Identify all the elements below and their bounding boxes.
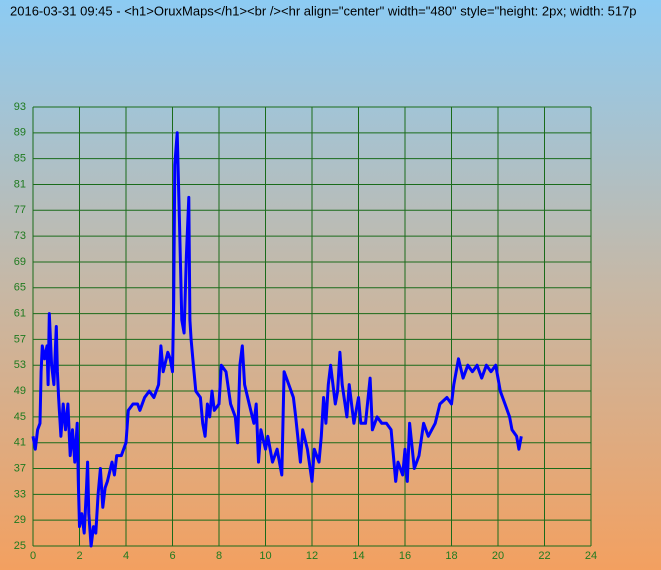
y-tick-label: 81 xyxy=(14,178,26,190)
x-tick-label: 20 xyxy=(492,550,504,562)
x-tick-label: 0 xyxy=(30,550,36,562)
y-tick-label: 77 xyxy=(14,204,26,216)
y-tick-label: 69 xyxy=(14,256,26,268)
y-tick-label: 25 xyxy=(14,540,26,552)
x-tick-label: 12 xyxy=(306,550,318,562)
y-tick-label: 93 xyxy=(14,101,26,113)
y-tick-label: 57 xyxy=(14,333,26,345)
data-line xyxy=(31,131,523,548)
y-tick-label: 73 xyxy=(14,230,26,242)
x-tick-label: 14 xyxy=(352,550,364,562)
y-tick-label: 29 xyxy=(14,514,26,526)
y-tick-label: 61 xyxy=(14,307,26,319)
y-tick-label: 45 xyxy=(14,411,26,423)
y-tick-label: 85 xyxy=(14,153,26,165)
x-tick-label: 24 xyxy=(585,550,597,562)
chart-title: 2016-03-31 09:45 - <h1>OruxMaps</h1><br … xyxy=(10,3,637,18)
x-tick-label: 16 xyxy=(399,550,411,562)
y-tick-label: 89 xyxy=(14,127,26,139)
y-tick-label: 37 xyxy=(14,462,26,474)
y-tick-label: 65 xyxy=(14,282,26,294)
x-tick-label: 4 xyxy=(123,550,129,562)
y-tick-label: 33 xyxy=(14,488,26,500)
x-tick-label: 2 xyxy=(76,550,82,562)
x-tick-label: 8 xyxy=(216,550,222,562)
y-tick-label: 53 xyxy=(14,359,26,371)
x-tick-label: 6 xyxy=(169,550,175,562)
x-tick-label: 10 xyxy=(259,550,271,562)
y-tick-label: 49 xyxy=(14,385,26,397)
x-tick-label: 18 xyxy=(445,550,457,562)
x-tick-label: 22 xyxy=(538,550,550,562)
y-tick-label: 41 xyxy=(14,437,26,449)
